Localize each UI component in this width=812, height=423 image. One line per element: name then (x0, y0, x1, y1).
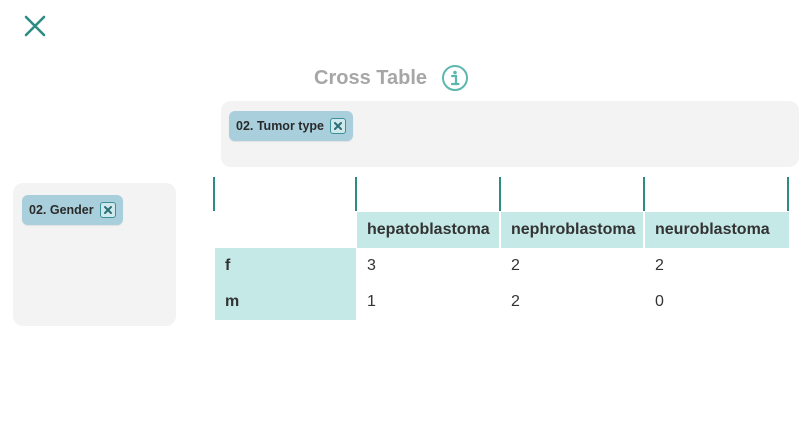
column-resize-handle[interactable] (787, 177, 789, 211)
column-dimension-label: 02. Tumor type (236, 119, 324, 133)
table-cell: 2 (655, 257, 664, 274)
column-resize-handle[interactable] (499, 177, 501, 211)
remove-column-dimension-button[interactable] (329, 118, 346, 134)
row-dimension-chip[interactable]: 02. Gender (22, 195, 123, 225)
remove-chip-icon (333, 122, 342, 130)
table-cell: 2 (511, 293, 520, 310)
info-icon[interactable] (441, 64, 469, 92)
remove-row-dimension-button[interactable] (99, 202, 116, 218)
title-row: Cross Table (314, 64, 469, 92)
remove-chip-icon (103, 206, 112, 214)
column-dimension-chip[interactable]: 02. Tumor type (229, 111, 353, 141)
page-title: Cross Table (314, 66, 427, 89)
row-header: f (215, 248, 356, 284)
column-resize-handle[interactable] (643, 177, 645, 211)
table-cell: 1 (367, 293, 376, 310)
row-header: m (215, 284, 356, 320)
close-icon (24, 15, 46, 37)
row-dimension-label: 02. Gender (29, 203, 94, 217)
table-cell: 0 (655, 293, 664, 310)
close-button[interactable] (22, 12, 50, 40)
column-header: neuroblastoma (645, 212, 789, 248)
table-cell: 3 (367, 257, 376, 274)
column-resize-handle[interactable] (355, 177, 357, 211)
column-header: nephroblastoma (501, 212, 643, 248)
column-header: hepatoblastoma (357, 212, 499, 248)
column-resize-handle[interactable] (213, 177, 215, 211)
table-cell: 2 (511, 257, 520, 274)
